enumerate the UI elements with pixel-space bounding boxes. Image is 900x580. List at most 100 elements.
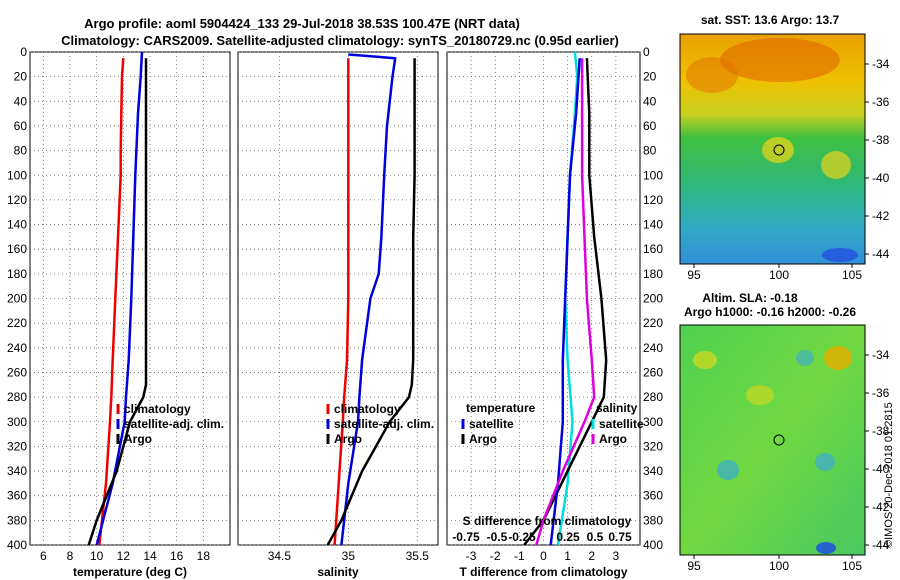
sla-map: -34 -36 -38 -40 -42 -44 95 100 105: [679, 324, 890, 573]
y-tick-label: 220: [643, 316, 663, 330]
y-tick-label: 100: [643, 168, 663, 182]
x-tick-label: -1: [514, 549, 525, 563]
y-tick-label: 40: [643, 94, 657, 108]
s-tick-label: -0.5: [487, 530, 508, 544]
s-tick-label: 0.25: [556, 530, 580, 544]
sla-low-patch: [815, 453, 835, 471]
y-tick-label: 260: [643, 365, 663, 379]
y-tick-label: 60: [643, 119, 657, 133]
title-line1: Argo profile: aoml 5904424_133 29-Jul-20…: [84, 16, 520, 31]
y-tick-label: 240: [7, 341, 27, 355]
series-line: [98, 58, 125, 546]
temperature-panel: 0 20 40 60 80 100 120 140 160 180 200 220 240 260 280 3…: [7, 45, 231, 579]
y-tick-label: 160: [7, 242, 27, 256]
x-tick-label: 34.5: [268, 549, 292, 563]
legend-label: climatology: [334, 402, 401, 416]
y-tick-label: 200: [643, 292, 663, 306]
x-tick-label: -3: [466, 549, 477, 563]
salinity-panel: 34.5 35 35.5 salinity climatologysatellite-a…: [237, 51, 439, 579]
y-tick-label: 400: [643, 538, 663, 552]
sst-cold-patch: [822, 248, 858, 262]
map-y-tick-label: -42: [872, 209, 890, 223]
series-line: [95, 51, 144, 546]
s-tick-label: -0.25: [508, 530, 536, 544]
difference-panel: 0204060801001201401601802002202402602803…: [446, 45, 663, 579]
map-x-tick-label: 105: [842, 268, 862, 282]
map-y-tick-label: -40: [872, 171, 890, 185]
x-tick-label: 35.5: [406, 549, 430, 563]
y-tick-label: 300: [643, 415, 663, 429]
y-tick-label: 120: [7, 193, 27, 207]
map-y-tick-label: -36: [872, 386, 890, 400]
sst-eddy-patch: [821, 151, 851, 179]
y-tick-label: 140: [643, 218, 663, 232]
series-line: [523, 58, 608, 546]
series-line: [340, 53, 397, 546]
y-tick-label: 380: [7, 513, 27, 527]
map-x-tick-label: 105: [842, 559, 862, 573]
y-tick-label: 0: [643, 45, 650, 59]
sla-map-title-line2: Argo h1000: -0.16 h2000: -0.26: [684, 305, 856, 319]
watermark: ©IMOS 20-Dec-2018 01:2815: [883, 402, 895, 548]
y-tick-label: 340: [643, 464, 663, 478]
x-tick-label: 6: [40, 549, 47, 563]
y-tick-label: 40: [14, 94, 28, 108]
s-axis-title: S difference from climatology: [463, 514, 632, 528]
legend-label: climatology: [124, 402, 191, 416]
legend-label: Argo: [599, 432, 627, 446]
x-axis-label: salinity: [317, 565, 359, 579]
x-tick-label: 8: [67, 549, 74, 563]
y-tick-label: 360: [643, 489, 663, 503]
y-tick-label: 160: [643, 242, 663, 256]
legend-label: Argo: [334, 432, 362, 446]
x-tick-label: 3: [613, 549, 620, 563]
s-tick-label: 0.5: [587, 530, 604, 544]
x-axis-label: temperature (deg C): [73, 565, 187, 579]
legend-label: Argo: [469, 432, 497, 446]
x-tick-label: 14: [143, 549, 157, 563]
y-tick-label: 400: [7, 538, 27, 552]
legend-label: Argo: [124, 432, 152, 446]
y-tick-label: 280: [7, 390, 27, 404]
sla-map-axes: -34 -36 -38 -40 -42 -44 95 100 105: [687, 348, 889, 573]
y-tick-label: 180: [643, 267, 663, 281]
sla-low-patch: [816, 542, 836, 554]
y-tick-label: 140: [7, 218, 27, 232]
map-x-tick-label: 95: [687, 559, 701, 573]
sla-low-patch: [717, 460, 739, 480]
sla-high-patch: [693, 351, 717, 369]
x-tick-label: 0: [540, 549, 547, 563]
y-tick-label: 360: [7, 489, 27, 503]
y-tick-label: 320: [7, 439, 27, 453]
sst-eddy-patch: [762, 137, 794, 163]
y-tick-label: 220: [7, 316, 27, 330]
sla-high-patch: [824, 346, 852, 370]
title-line2: Climatology: CARS2009. Satellite-adjuste…: [61, 33, 619, 48]
x-tick-label: 18: [197, 549, 211, 563]
x-tick-label: 10: [90, 549, 104, 563]
map-x-tick-label: 95: [687, 268, 701, 282]
y-tick-label: 60: [14, 119, 28, 133]
legend-label: satellite: [469, 417, 514, 431]
sst-map-axes: -34 -36 -38 -40 -42 -44 95 100 105: [687, 57, 889, 282]
map-x-tick-label: 100: [769, 268, 789, 282]
map-y-tick-label: -38: [872, 424, 890, 438]
y-tick-label: 80: [14, 144, 28, 158]
x-tick-label: 2: [588, 549, 595, 563]
y-tick-label: 120: [643, 193, 663, 207]
sst-map: -34 -36 -38 -40 -42 -44 95 100 105: [679, 33, 890, 282]
x-tick-label: 35: [342, 549, 356, 563]
legend-label: satellite: [599, 417, 644, 431]
series-line: [333, 58, 350, 546]
argo-location-marker: [773, 434, 785, 446]
map-y-tick-label: -42: [872, 500, 890, 514]
y-tick-label: 260: [7, 365, 27, 379]
argo-location-marker: [773, 144, 785, 156]
y-tick-label: 240: [643, 341, 663, 355]
x-tick-label: -2: [490, 549, 501, 563]
series-line: [326, 58, 416, 546]
y-tick-label: 200: [7, 292, 27, 306]
legend-label: satellite-adj. clim.: [124, 417, 224, 431]
y-tick-label: 20: [643, 70, 657, 84]
